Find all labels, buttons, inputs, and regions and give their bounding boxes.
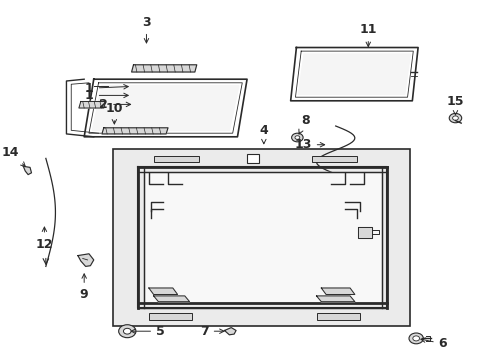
Polygon shape — [357, 227, 371, 238]
Text: 6: 6 — [420, 337, 447, 350]
Text: 8: 8 — [298, 114, 309, 134]
Text: 13: 13 — [294, 138, 324, 151]
Polygon shape — [92, 86, 239, 130]
Text: 3: 3 — [142, 16, 150, 43]
Polygon shape — [78, 254, 94, 266]
Polygon shape — [131, 65, 196, 72]
Polygon shape — [144, 172, 381, 303]
Text: 10: 10 — [105, 102, 123, 124]
Polygon shape — [321, 288, 354, 294]
Circle shape — [119, 325, 136, 338]
Circle shape — [452, 116, 457, 120]
Text: 7: 7 — [200, 325, 224, 338]
Polygon shape — [298, 54, 409, 94]
Bar — [311, 156, 357, 162]
Circle shape — [294, 136, 299, 139]
Text: 14: 14 — [2, 146, 25, 167]
Text: 1: 1 — [85, 82, 128, 95]
Text: 4: 4 — [259, 124, 267, 144]
Polygon shape — [79, 102, 105, 108]
Circle shape — [408, 333, 423, 344]
Text: 5: 5 — [131, 325, 164, 338]
Polygon shape — [316, 296, 354, 302]
Polygon shape — [23, 166, 31, 175]
Bar — [316, 313, 359, 320]
Circle shape — [123, 328, 131, 334]
Polygon shape — [153, 296, 189, 302]
Bar — [153, 156, 199, 162]
Text: 15: 15 — [446, 95, 463, 115]
Polygon shape — [148, 288, 177, 294]
Bar — [148, 313, 192, 320]
Text: 11: 11 — [359, 23, 376, 46]
Bar — [113, 149, 409, 326]
Text: 9: 9 — [80, 274, 88, 301]
Circle shape — [448, 113, 461, 123]
Bar — [246, 154, 259, 163]
Circle shape — [412, 336, 419, 341]
Polygon shape — [224, 328, 236, 335]
Text: 12: 12 — [36, 227, 53, 251]
Polygon shape — [102, 128, 168, 134]
Text: 2: 2 — [99, 98, 130, 111]
Text: 1: 1 — [85, 89, 128, 102]
Circle shape — [291, 133, 303, 142]
